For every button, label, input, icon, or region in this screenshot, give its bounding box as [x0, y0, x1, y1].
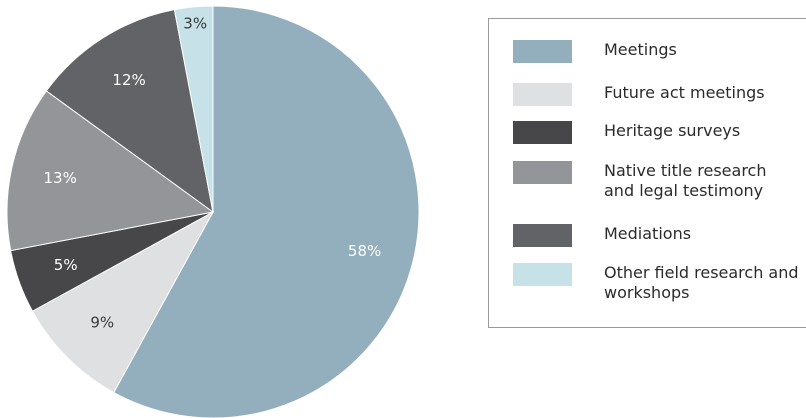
legend: Meetings Future act meetings Heritage surv…: [488, 18, 806, 328]
legend-label: Mediations: [604, 224, 692, 243]
slice-data-label: 12%: [112, 71, 145, 89]
slice-data-label: 58%: [348, 242, 381, 260]
legend-swatch: [513, 263, 572, 286]
slice-data-label: 3%: [183, 14, 207, 32]
legend-swatch: [513, 40, 572, 63]
legend-label: Heritage surveys: [604, 121, 741, 140]
legend-label: Future act meetings: [604, 83, 765, 102]
legend-label: Meetings: [604, 40, 677, 59]
slice-data-label: 5%: [54, 256, 78, 274]
pie-slice: [31, 210, 215, 394]
legend-swatch: [513, 224, 572, 247]
legend-swatch: [513, 121, 572, 144]
pie-chart: 58% 9% 5% 13% 12% 3%: [6, 5, 420, 418]
slice-data-label: 9%: [90, 314, 114, 332]
slice-data-label: 13%: [44, 169, 77, 187]
pie-slice: [6, 90, 215, 252]
legend-label: Other field research and workshops: [604, 263, 799, 302]
legend-swatch: [513, 83, 572, 106]
legend-label: Native title research and legal testimon…: [604, 161, 767, 200]
pie-slice: [45, 9, 214, 214]
legend-swatch: [513, 161, 572, 184]
pie-slice: [173, 5, 214, 213]
